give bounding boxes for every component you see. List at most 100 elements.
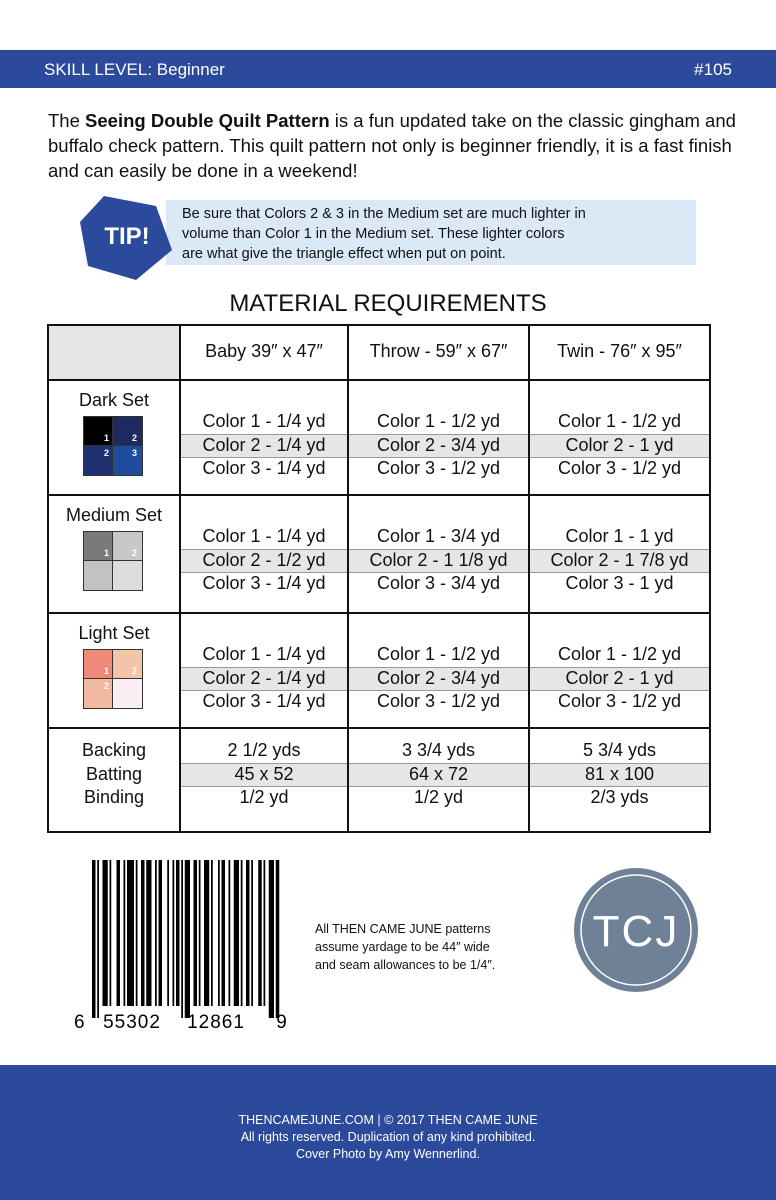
table-cell: Color 3 - 1/4 yd — [202, 573, 326, 593]
tip-box — [166, 200, 696, 265]
table-border — [709, 325, 711, 832]
footer-line: Cover Photo by Amy Wennerlind. — [296, 1147, 480, 1161]
barcode-digits: 9 — [276, 1012, 288, 1033]
table-cell: 5 3/4 yds — [582, 740, 657, 760]
swatch-square — [83, 649, 114, 680]
row-label: Backing — [81, 740, 147, 760]
table-border — [347, 325, 349, 832]
note-line: assume yardage to be 44″ wide — [315, 940, 490, 954]
barcode-bar — [263, 860, 266, 1006]
barcode-bar — [92, 860, 96, 1018]
barcode-bar — [135, 860, 138, 1006]
swatch-square — [83, 678, 114, 709]
intro: The Seeing Double Quilt Pattern is a fun… — [48, 108, 738, 183]
table-cell: 81 x 100 — [584, 763, 655, 784]
footer-line: THENCAMEJUNE.COM | © 2017 THEN CAME JUNE — [238, 1113, 538, 1127]
footer-line: All rights reserved. Duplication of any … — [240, 1130, 536, 1144]
tip-line: volume than Color 1 in the Medium set. T… — [182, 226, 565, 242]
table-cell: Color 1 - 1 yd — [565, 526, 674, 546]
swatch-square — [112, 560, 143, 591]
barcode-bar — [240, 860, 243, 1006]
table-cell: Color 3 - 1/4 yd — [202, 458, 326, 478]
tip-label: TIP! — [104, 223, 149, 250]
table-cell: Color 1 - 1/2 yd — [376, 644, 501, 664]
table-cell: Color 2 - 3/4 yd — [376, 434, 501, 455]
table-cell: Color 2 - 1/2 yd — [202, 549, 326, 570]
barcode-digits: 6 — [74, 1012, 86, 1033]
table-cell: 64 x 72 — [408, 763, 469, 784]
swatch-square — [83, 560, 114, 591]
row-band — [180, 667, 348, 691]
intro-text: is a fun updated take on the classic gin… — [48, 110, 736, 181]
barcode-bar — [233, 860, 239, 1006]
barcode-bar — [193, 860, 197, 1006]
table-cell: Color 2 - 1 7/8 yd — [550, 549, 689, 570]
table-cell: Color 1 - 1/4 yd — [202, 526, 326, 546]
barcode-bar — [155, 860, 157, 1006]
barcode: 6 55302 12861 9 — [74, 860, 288, 1033]
column-header: Twin - 76″ x 95″ — [557, 341, 682, 361]
table-cell: Color 1 - 1/2 yd — [376, 411, 501, 431]
table-cell: Color 2 - 1 yd — [565, 434, 674, 455]
swatch-number: 2 — [132, 548, 138, 558]
barcode-bar — [221, 860, 225, 1006]
table-border — [47, 831, 711, 833]
barcode-bar — [146, 860, 152, 1006]
table-cell: Color 3 - 1 yd — [565, 573, 674, 593]
table-border — [47, 612, 711, 614]
table-border — [47, 494, 711, 496]
table-cell: Color 3 - 1/4 yd — [202, 691, 326, 711]
barcode-digits: 55302 — [103, 1012, 161, 1033]
row-band — [529, 549, 710, 573]
swatch-number: 1 — [104, 548, 110, 558]
row-band — [529, 434, 710, 458]
swatch-number: 3 — [132, 448, 138, 458]
row-label: Medium Set — [65, 505, 163, 525]
barcode-bar — [123, 860, 126, 1006]
table-cell: Color 1 - 3/4 yd — [376, 526, 501, 546]
barcode-bar — [109, 860, 112, 1006]
intro-bold: Seeing Double Quilt Pattern — [85, 110, 330, 131]
tip-line: Be sure that Colors 2 & 3 in the Medium … — [182, 206, 586, 222]
barcode-bar — [246, 860, 250, 1006]
swatch-square — [112, 531, 143, 562]
table-cell: Color 3 - 3/4 yd — [376, 573, 501, 593]
barcode-digits: 12861 — [187, 1012, 245, 1033]
column-header: Throw - 59″ x 67″ — [369, 341, 508, 361]
table-cell: Color 1 - 1/4 yd — [202, 411, 326, 431]
table-title: MATERIAL REQUIREMENTS — [229, 290, 547, 317]
barcode-bar — [218, 860, 220, 1006]
row-label: Binding — [83, 787, 145, 807]
table-cell: 1/2 yd — [239, 787, 289, 807]
barcode-bar — [204, 860, 210, 1006]
table-border — [47, 324, 711, 326]
table-cell: Color 2 - 1/4 yd — [202, 667, 326, 688]
table-border — [47, 379, 711, 381]
row-band — [180, 434, 348, 458]
row-band — [529, 763, 710, 787]
swatch-square — [83, 531, 114, 562]
swatch-square — [112, 678, 143, 709]
swatch-square — [112, 649, 143, 680]
tip-badge: TIP! — [80, 196, 172, 280]
footer — [0, 1065, 776, 1200]
table-cell: Color 2 - 3/4 yd — [376, 667, 501, 688]
swatch-number: 2 — [132, 433, 138, 443]
note-line: and seam allowances to be 1/4″. — [315, 958, 496, 972]
row-band — [348, 549, 529, 573]
row-band — [348, 763, 529, 787]
swatch-number: 2 — [132, 666, 138, 676]
swatch-number: 1 — [104, 666, 110, 676]
row-label: Batting — [85, 763, 143, 784]
row-band — [180, 763, 348, 787]
barcode-bar — [184, 860, 190, 1018]
barcode-bar — [275, 860, 280, 1018]
column-header: Baby 39″ x 47″ — [205, 341, 323, 361]
swatch-square — [83, 445, 114, 476]
row-band — [348, 667, 529, 691]
swatch-square — [112, 445, 143, 476]
swatch-square — [112, 416, 143, 447]
table-cell: 2 1/2 yds — [227, 740, 301, 760]
barcode-bar — [228, 860, 231, 1006]
